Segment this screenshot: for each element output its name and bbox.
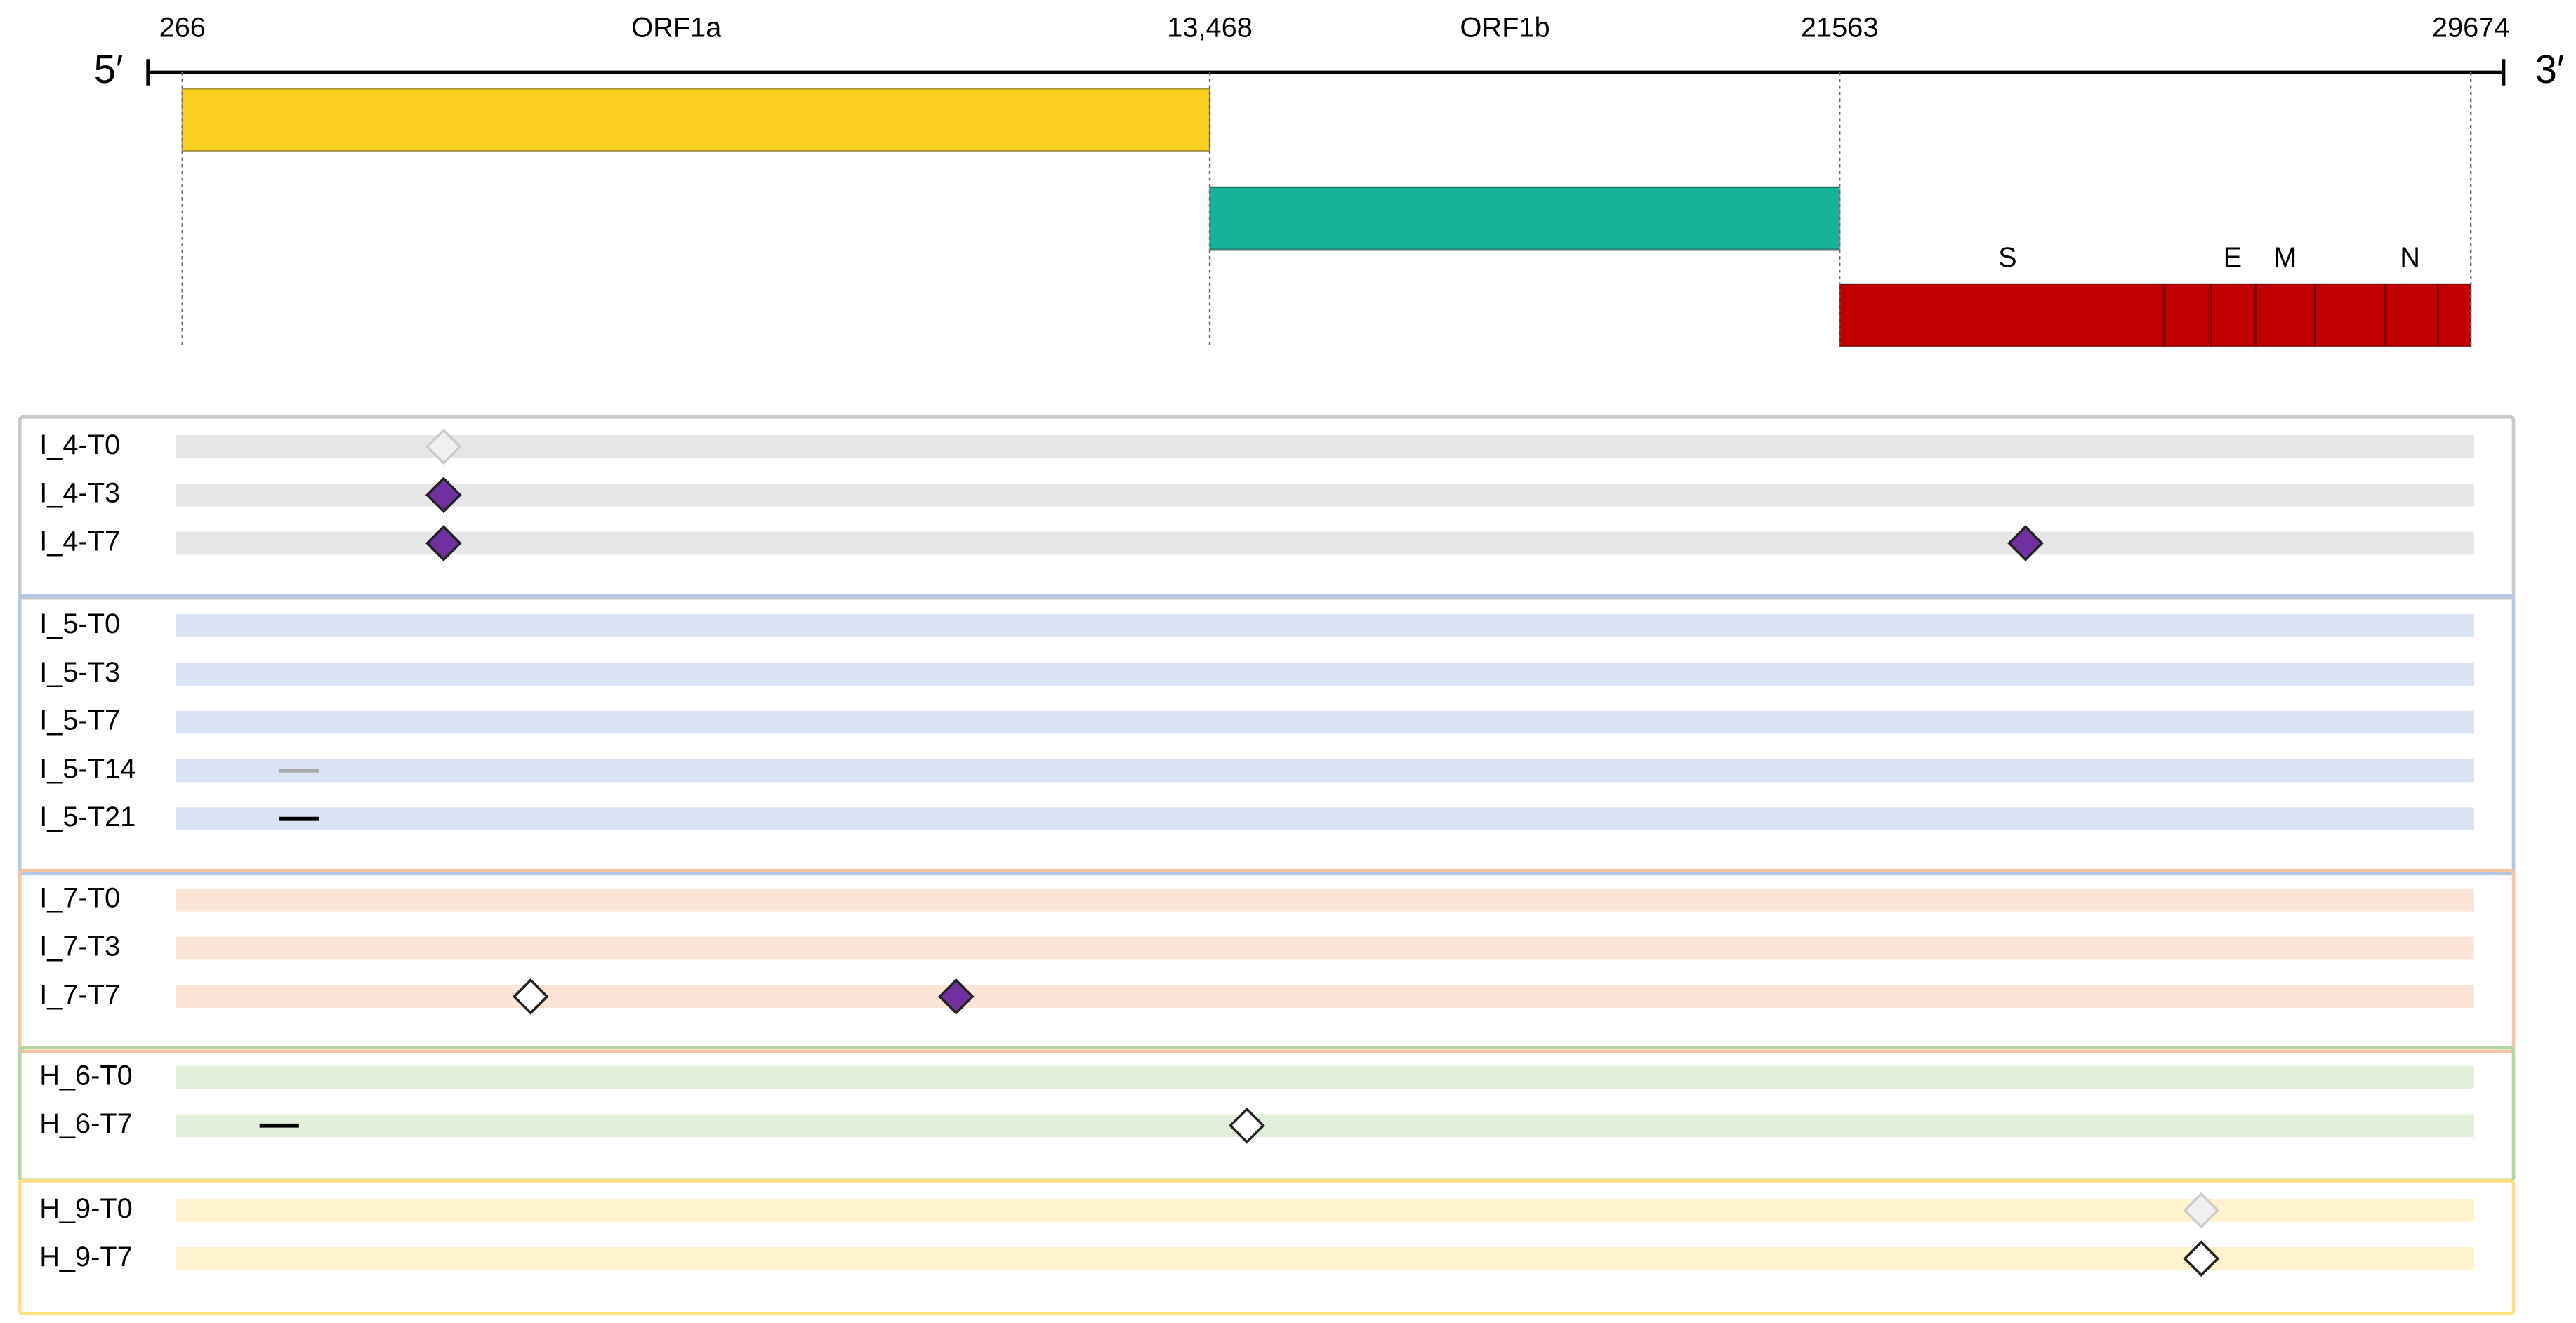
three-prime-label: 3′ [2535,47,2565,91]
tick-label: 13,468 [1167,13,1253,44]
mutation-marker [2183,1240,2220,1277]
mutation-marker [512,978,549,1015]
gene-label: ORF1b [1460,13,1550,44]
sample-track [176,710,2474,734]
sample-label: I_5-T7 [39,705,120,736]
sample-track [176,1114,2474,1138]
sample-group [18,594,2516,876]
sample-label: H_6-T0 [39,1060,133,1091]
sample-label: I_5-T0 [39,609,120,639]
sample-track [176,985,2474,1009]
sample-track [176,936,2474,960]
sample-label: H_9-T7 [39,1242,133,1272]
gene-label: S [1998,242,2017,273]
gene-label: E [2224,242,2243,273]
mutation-marker [425,477,462,514]
sample-track [176,662,2474,686]
gene-block [1208,186,1841,251]
gene-label: N [2400,242,2420,273]
sample-group [18,1179,2516,1315]
sample-group [18,415,2516,600]
sample-label: I_7-T0 [39,883,120,914]
sample-label: I_5-T21 [39,802,136,832]
five-prime-label: 5′ [94,47,124,91]
sample-label: I_4-T0 [39,430,120,460]
mutation-marker [2183,1192,2220,1229]
sample-label: I_7-T3 [39,931,120,962]
sample-track [176,531,2474,555]
sample-label: H_6-T7 [39,1108,133,1139]
mutation-marker [2007,525,2044,561]
genes: ORF1a ORF1b [181,13,2472,347]
tick-label: 266 [159,13,206,44]
gene-block [1839,283,2472,347]
sample-label: I_5-T3 [39,657,120,688]
sample-track [176,1065,2474,1089]
gene-dividers [2162,284,2439,347]
gene-block [181,88,1211,152]
sample-track [176,614,2474,637]
mutation-marker [425,525,462,561]
sample-group [18,868,2516,1053]
sample-label: I_5-T14 [39,753,136,784]
tick-label: 29674 [2432,13,2510,44]
sample-label: I_4-T3 [39,478,120,509]
mutation-marker [937,978,975,1015]
sample-track [176,1199,2474,1222]
samples: I_4-T0 I_4-T3 I_4-T7 I_5-T0 I_5-T3 I_5-T7 I_5-… [18,415,2516,1315]
gene-label: ORF1a [631,13,722,44]
sample-label: H_9-T0 [39,1193,133,1224]
gene-label: M [2273,242,2297,273]
mutation-marker [425,428,462,465]
sample-track [176,888,2474,912]
sample-track [176,483,2474,507]
sample-label: I_7-T7 [39,979,120,1010]
sample-track [176,807,2474,831]
sample-track [176,1246,2474,1270]
sample-track [176,759,2474,783]
tick-label: 21563 [1801,13,1879,44]
mutation-marker [1229,1107,1265,1144]
sample-label: I_4-T7 [39,526,120,557]
sample-track [176,435,2474,458]
